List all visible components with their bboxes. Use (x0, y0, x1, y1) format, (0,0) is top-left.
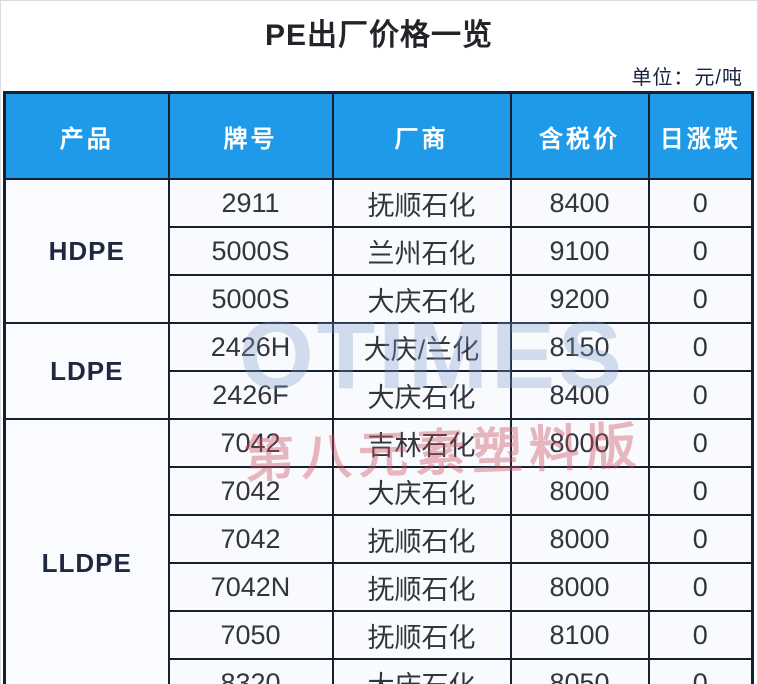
change-cell: 0 (647, 370, 754, 420)
manufacturer-cell: 大庆/兰化 (331, 322, 512, 372)
product-group-cell: HDPE (3, 178, 170, 324)
column-header-manufacturer: 厂商 (331, 91, 512, 180)
manufacturer-cell: 抚顺石化 (331, 178, 512, 228)
change-cell: 0 (647, 466, 754, 516)
table-row: 2426F 大庆石化 8400 0 (5, 370, 754, 420)
price-cell: 8400 (509, 178, 650, 228)
table-header: 产品 牌号 厂商 含税价 日涨跌 (3, 91, 754, 180)
manufacturer-cell: 抚顺石化 (331, 610, 512, 660)
price-cell: 9200 (509, 274, 650, 324)
grade-cell: 2911 (167, 178, 334, 228)
table-row: 5000S 兰州石化 9100 0 (5, 226, 754, 276)
table-row: 7042 大庆石化 8000 0 (5, 466, 754, 516)
table-body: HDPE 2911 抚顺石化 8400 0 5000S 兰州石化 9100 0 … (3, 178, 754, 684)
page-title: PE出厂价格一览 (264, 19, 494, 52)
unit-label: 单位：元/吨 (631, 67, 743, 89)
price-cell: 8050 (509, 658, 650, 684)
grade-cell: 7042 (167, 466, 334, 516)
header-row: 产品 牌号 厂商 含税价 日涨跌 (3, 91, 754, 180)
column-header-grade: 牌号 (167, 91, 334, 180)
change-cell: 0 (647, 322, 754, 372)
grade-cell: 5000S (167, 274, 334, 324)
grade-cell: 5000S (167, 226, 334, 276)
table-row: 5000S 大庆石化 9200 0 (5, 274, 754, 324)
price-cell: 9100 (509, 226, 650, 276)
change-cell: 0 (647, 562, 754, 612)
change-cell: 0 (647, 658, 754, 684)
column-header-change: 日涨跌 (647, 91, 754, 180)
product-group-cell: LDPE (3, 322, 170, 420)
column-header-price: 含税价 (509, 91, 650, 180)
change-cell: 0 (647, 418, 754, 468)
table-row: LDPE 2426H 大庆/兰化 8150 0 (3, 322, 754, 420)
manufacturer-cell: 抚顺石化 (331, 562, 512, 612)
product-group-cell: LLDPE (3, 418, 170, 684)
column-header-product: 产品 (3, 91, 170, 180)
price-cell: 8000 (509, 514, 650, 564)
manufacturer-cell: 大庆石化 (331, 466, 512, 516)
change-cell: 0 (647, 610, 754, 660)
manufacturer-cell: 兰州石化 (331, 226, 512, 276)
table-row: LLDPE 7042 吉林石化 8000 0 (3, 418, 754, 684)
table-row: 7042N 抚顺石化 8000 0 (5, 562, 754, 612)
grade-cell: 2426F (167, 370, 334, 420)
price-cell: 8150 (509, 322, 650, 372)
price-cell: 8000 (509, 418, 650, 468)
price-cell: 8000 (509, 562, 650, 612)
price-table: 产品 牌号 厂商 含税价 日涨跌 HDPE 2911 抚顺石化 8400 0 5… (3, 91, 754, 684)
grade-cell: 2426H (167, 322, 334, 372)
manufacturer-cell: 大庆石化 (331, 370, 512, 420)
change-cell: 0 (647, 274, 754, 324)
table-row: 7050 抚顺石化 8100 0 (5, 610, 754, 660)
grade-cell: 7042N (167, 562, 334, 612)
grade-cell: 8320 (167, 658, 334, 684)
change-cell: 0 (647, 226, 754, 276)
price-cell: 8100 (509, 610, 650, 660)
manufacturer-cell: 吉林石化 (331, 418, 512, 468)
table-row: 7042 抚顺石化 8000 0 (5, 514, 754, 564)
change-cell: 0 (647, 178, 754, 228)
price-cell: 8000 (509, 466, 650, 516)
manufacturer-cell: 大庆石化 (331, 274, 512, 324)
price-cell: 8400 (509, 370, 650, 420)
grade-cell: 7042 (167, 514, 334, 564)
grade-cell: 7042 (167, 418, 334, 468)
manufacturer-cell: 大庆石化 (331, 658, 512, 684)
manufacturer-cell: 抚顺石化 (331, 514, 512, 564)
table-row: HDPE 2911 抚顺石化 8400 0 (3, 178, 754, 324)
grade-cell: 7050 (167, 610, 334, 660)
change-cell: 0 (647, 514, 754, 564)
table-row: 8320 大庆石化 8050 0 (5, 658, 754, 684)
